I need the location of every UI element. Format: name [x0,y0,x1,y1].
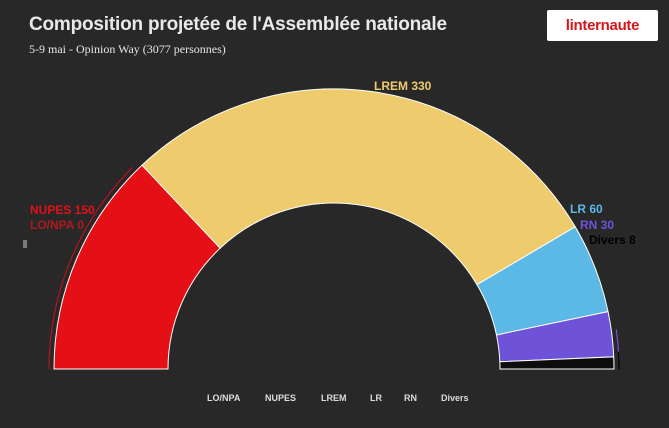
legend-item-rn[interactable]: RN [404,393,417,403]
data-label-divers: Divers 8 [589,233,636,247]
data-label-nupes: NUPES 150 [30,203,95,217]
legend-item-lo-npa[interactable]: LO/NPA [207,393,241,403]
data-label-lrem: LREM 330 [374,79,432,93]
data-label-lr: LR 60 [570,202,603,216]
linternaute-logo[interactable]: linternaute [547,10,658,41]
chart-slices [53,88,615,370]
leader-lo-npa [48,167,133,370]
leader-divers [617,351,620,370]
chart-leader-lines [48,167,620,370]
data-label-lo-npa: LO/NPA 0 [30,218,84,232]
legend-item-lrem[interactable]: LREM [321,393,347,403]
chart-subtitle: 5-9 mai - Opinion Way (3077 personnes) [29,42,226,56]
data-label-rn: RN 30 [580,218,614,232]
slice-divers[interactable] [499,356,615,370]
legend-item-divers[interactable]: Divers [441,393,469,403]
chart-legend: LO/NPA NUPES LREM LR RN Divers [0,393,669,409]
scroll-arrow-icon [23,240,27,248]
legend-item-nupes[interactable]: NUPES [265,393,297,403]
legend-item-lr[interactable]: LR [370,393,382,403]
chart-title: Composition projetée de l'Assemblée nati… [29,14,447,35]
slice-lrem[interactable] [141,88,576,286]
